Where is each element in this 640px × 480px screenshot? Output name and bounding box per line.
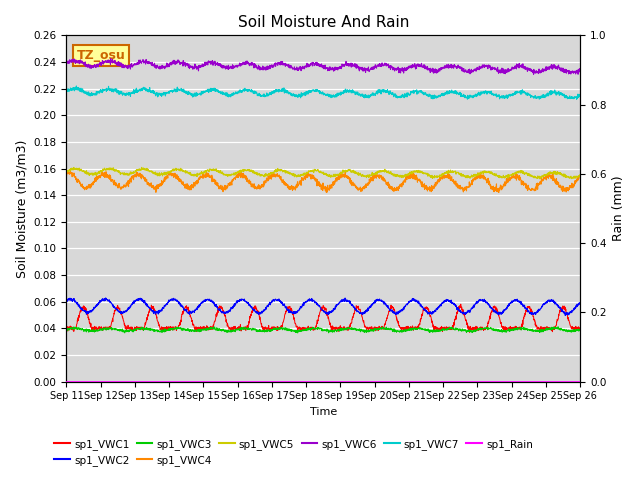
Y-axis label: Soil Moisture (m3/m3): Soil Moisture (m3/m3) (15, 139, 28, 278)
Y-axis label: Rain (mm): Rain (mm) (612, 176, 625, 241)
Text: TZ_osu: TZ_osu (77, 49, 125, 62)
X-axis label: Time: Time (310, 407, 337, 417)
Title: Soil Moisture And Rain: Soil Moisture And Rain (237, 15, 409, 30)
Legend: sp1_VWC1, sp1_VWC2, sp1_VWC3, sp1_VWC4, sp1_VWC5, sp1_VWC6, sp1_VWC7, sp1_Rain: sp1_VWC1, sp1_VWC2, sp1_VWC3, sp1_VWC4, … (50, 434, 538, 470)
